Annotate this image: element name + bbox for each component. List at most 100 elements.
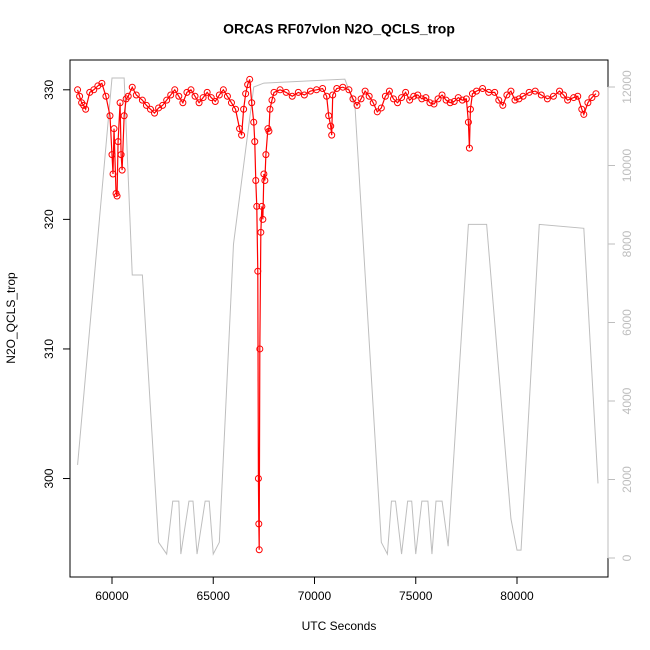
data-point (418, 95, 426, 103)
y2-tick-label: 6000 (620, 309, 634, 336)
data-point (511, 96, 519, 104)
y2-tick-label: 0 (620, 554, 634, 561)
data-point (450, 97, 458, 105)
data-point (132, 91, 140, 99)
data-point (373, 108, 381, 116)
data-point (345, 86, 353, 94)
data-point (242, 90, 250, 98)
x-axis-label: UTC Seconds (302, 619, 377, 633)
data-point (109, 170, 117, 178)
data-point (240, 105, 248, 113)
data-point (328, 131, 336, 139)
data-point (151, 109, 159, 117)
data-point (426, 99, 434, 107)
data-point (142, 101, 150, 109)
data-point (466, 105, 474, 113)
data-point (120, 112, 128, 120)
data-point (238, 131, 246, 139)
x-tick-label: 75000 (399, 589, 433, 603)
y2-tick-label: 2000 (620, 466, 634, 493)
data-point (117, 151, 125, 159)
data-point (276, 86, 284, 94)
y2-tick-label: 4000 (620, 387, 634, 414)
y-axis-label: N2O_QCLS_trop (4, 272, 18, 364)
data-point (261, 177, 269, 185)
data-point (223, 92, 231, 100)
data-point (300, 91, 308, 99)
data-point (560, 91, 568, 99)
data-point (430, 100, 438, 108)
data-point (329, 91, 337, 99)
data-point (159, 101, 167, 109)
data-point (106, 112, 114, 120)
data-point (219, 86, 227, 94)
x-tick-label: 70000 (298, 589, 332, 603)
data-point (531, 87, 539, 95)
data-point (339, 83, 347, 91)
data-point (102, 92, 110, 100)
data-point (446, 99, 454, 107)
x-tick-label: 80000 (500, 589, 534, 603)
data-point (124, 92, 132, 100)
data-point (402, 88, 410, 96)
data-point (491, 88, 499, 96)
y-tick-label: 330 (42, 79, 56, 99)
data-point (203, 88, 211, 96)
data-point (256, 345, 264, 353)
x-tick-label: 65000 (197, 589, 231, 603)
data-point (325, 112, 333, 120)
data-point (187, 86, 195, 94)
data-point (588, 94, 596, 102)
data-point (199, 94, 207, 102)
y2-tick-label: 10000 (620, 148, 634, 182)
data-point (353, 101, 361, 109)
data-point (365, 92, 373, 100)
data-point (377, 104, 385, 112)
data-point (406, 96, 414, 104)
data-point (236, 125, 244, 133)
data-point (246, 75, 254, 83)
data-point (357, 95, 365, 103)
data-point (258, 202, 266, 210)
data-point (503, 91, 511, 99)
y-tick-label: 300 (42, 468, 56, 488)
data-point (207, 94, 215, 102)
data-point (422, 94, 430, 102)
data-point (248, 99, 256, 107)
y-tick-label: 320 (42, 209, 56, 229)
data-point (255, 546, 263, 554)
data-point (574, 92, 582, 100)
y2-tick-label: 12000 (620, 70, 634, 104)
data-point (394, 99, 402, 107)
data-point (255, 520, 263, 528)
data-point (108, 151, 116, 159)
data-point (191, 92, 199, 100)
data-point (113, 192, 121, 200)
data-point (584, 99, 592, 107)
data-point (349, 95, 357, 103)
data-point (464, 118, 472, 126)
data-point (361, 87, 369, 95)
data-point (232, 105, 240, 113)
data-point (385, 87, 393, 95)
data-point (564, 96, 572, 104)
data-point (252, 177, 260, 185)
data-point (465, 144, 473, 152)
data-point (262, 151, 270, 159)
data-point (114, 138, 122, 146)
data-point (110, 125, 118, 133)
data-point (499, 101, 507, 109)
data-point (495, 96, 503, 104)
data-point (398, 94, 406, 102)
data-point (537, 91, 545, 99)
data-point (327, 122, 335, 130)
data-point (381, 92, 389, 100)
y2-tick-label: 8000 (620, 230, 634, 257)
data-point (556, 87, 564, 95)
data-point (389, 95, 397, 103)
data-point (80, 101, 88, 109)
data-point (82, 105, 90, 113)
data-point (472, 87, 480, 95)
data-point (253, 202, 261, 210)
data-point (288, 92, 296, 100)
